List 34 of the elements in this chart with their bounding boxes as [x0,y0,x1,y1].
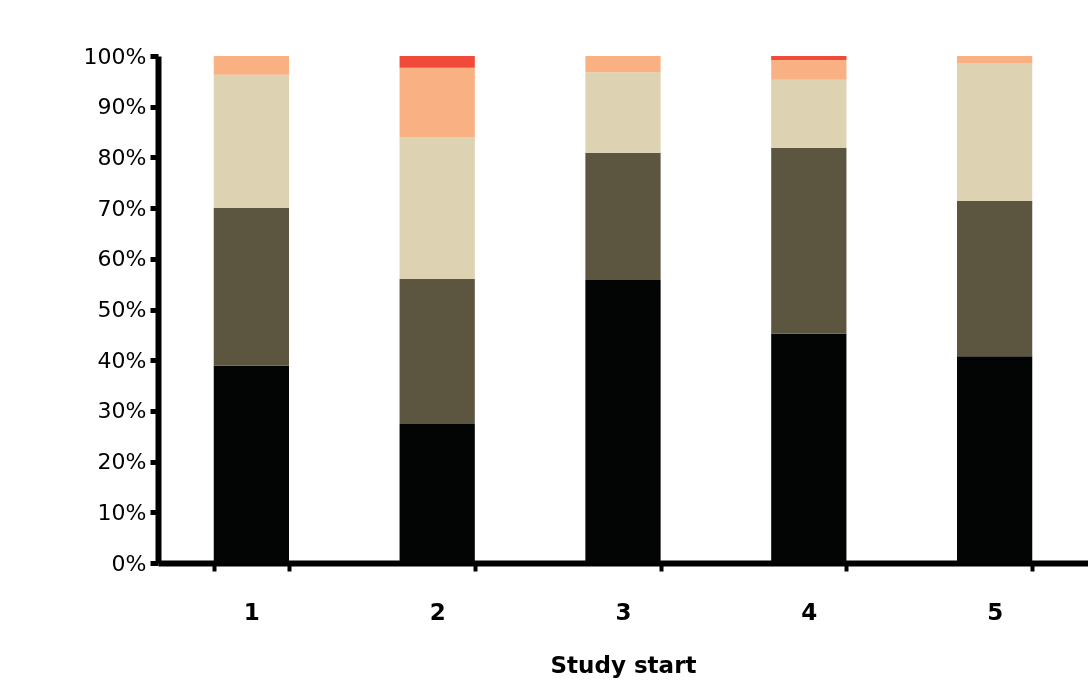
bar [957,201,1033,357]
bar [585,72,661,153]
bar [771,79,847,148]
bar [213,208,289,366]
y-tick-label: 100% [83,43,147,69]
y-tick-label: 70% [97,195,147,221]
bar [957,56,1033,64]
bar [399,67,475,138]
y-tick-label: 30% [97,398,147,424]
x-tick-label: 3 [615,598,632,625]
bar [771,56,847,61]
x-tick-label: 4 [801,598,818,625]
bar [399,279,475,425]
bar [585,152,661,281]
bar [771,147,847,334]
y-tick-label: 90% [97,94,147,120]
y-tick-label: 50% [97,297,147,322]
y-tick-label: 10% [97,499,147,525]
bar [213,74,289,209]
x-axis-title: Study start [550,651,697,678]
bar [771,60,847,80]
bar [213,56,289,75]
bar [585,56,661,73]
y-tick-label: 60% [97,246,147,272]
bar [399,56,475,68]
y-tick-label: 0% [111,550,147,576]
x-tick-label: 5 [987,598,1004,625]
bar [957,63,1033,201]
y-tick-label: 80% [97,144,147,170]
y-tick-label: 40% [97,347,147,373]
bar [399,137,475,280]
x-tick-label: 2 [429,598,446,625]
x-tick-label: 1 [243,598,260,625]
y-tick-label: 20% [97,449,147,475]
